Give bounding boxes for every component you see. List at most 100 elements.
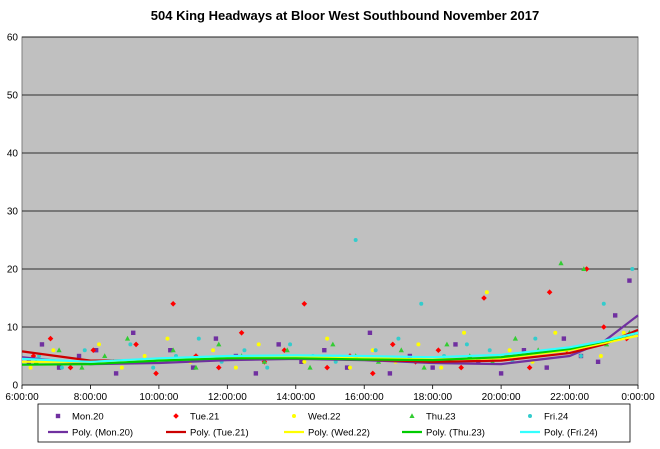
x-tick-label: 12:00:00 [208,392,247,403]
trendlines [21,314,639,366]
data-point [396,336,401,341]
data-point [119,365,124,370]
data-point [142,354,147,358]
data-point [419,301,424,306]
data-point [133,341,139,348]
data-point [330,341,336,347]
data-point [578,354,583,358]
data-point [373,348,378,353]
data-point [28,365,33,370]
data-point [168,348,173,353]
data-point [598,354,603,358]
data-point [370,348,375,353]
data-point [369,370,376,377]
chart-title: 504 King Headways at Bloor West Southbou… [151,8,539,23]
data-point [97,342,101,347]
data-point [193,364,199,370]
x-tick-label: 20:00:00 [482,392,521,403]
legend-label: Fri.24 [544,412,568,423]
x-tick-label: 22:00:00 [550,392,589,403]
data-point [55,413,61,419]
legend-label: Poly. (Thu.23) [426,428,485,439]
data-point [261,359,268,364]
data-point [37,354,42,358]
data-point [216,341,222,347]
data-point [498,371,504,376]
data-point [612,313,618,318]
data-point [439,365,444,370]
data-point [409,413,415,418]
data-point [595,359,601,364]
data-point [544,365,549,370]
data-point [67,364,74,371]
data-point [153,370,159,377]
data-point [165,336,170,341]
legend-label: Mon.20 [72,412,104,423]
data-point [90,347,97,353]
data-point [253,371,259,376]
data-point [526,364,533,371]
data-point [558,260,564,266]
data-point [621,330,626,335]
data-point [553,330,558,335]
data-point [507,348,512,353]
data-point [600,324,607,330]
data-point [170,347,176,353]
data-point [444,341,450,347]
data-point [458,364,464,371]
data-point [601,301,606,306]
legend-label: Wed.22 [308,412,341,423]
data-point [627,278,632,283]
data-point [265,365,270,370]
data-point [173,413,179,419]
x-tick-label: 14:00:00 [276,392,315,403]
data-point [281,347,288,353]
x-tick-label: 6:00:00 [5,392,39,403]
data-point [113,371,119,376]
y-tick-label: 0 [12,381,18,392]
y-tick-label: 30 [7,207,19,218]
data-point [233,365,238,370]
data-point [299,359,304,364]
data-point [288,342,293,347]
x-tick-label: 18:00:00 [413,392,452,403]
data-point [215,364,222,371]
data-point [435,347,442,353]
legend-label: Poly. (Mon.20) [72,428,133,439]
legend-box [37,403,631,443]
data-point [324,364,330,371]
y-tick-label: 60 [7,33,19,44]
data-point [453,342,458,347]
data-point [284,347,290,353]
y-tick-label: 20 [7,265,19,276]
data-point [481,295,487,301]
data-point [292,414,296,418]
legend-label: Thu.23 [426,412,456,423]
data-point [333,359,338,364]
data-point [238,330,245,336]
data-point [325,336,330,341]
data-point [79,364,85,370]
data-point [76,353,82,359]
data-point [131,330,136,335]
data-point [47,335,54,342]
data-point [630,267,635,271]
data-point [581,266,587,271]
data-point [487,348,492,353]
x-tick-label: 8:00:00 [74,392,108,403]
data-point [51,348,56,353]
data-point [347,365,352,370]
data-point [170,301,176,307]
legend-label: Poly. (Wed.22) [308,428,370,439]
data-point [56,347,62,353]
data-point [128,342,133,347]
data-point [211,348,216,353]
x-tick-label: 10:00:00 [139,392,178,403]
data-point [213,336,219,341]
data-point [276,342,281,347]
data-point [387,371,393,376]
data-point [39,342,45,347]
data-point [151,365,156,370]
data-point [93,348,99,353]
